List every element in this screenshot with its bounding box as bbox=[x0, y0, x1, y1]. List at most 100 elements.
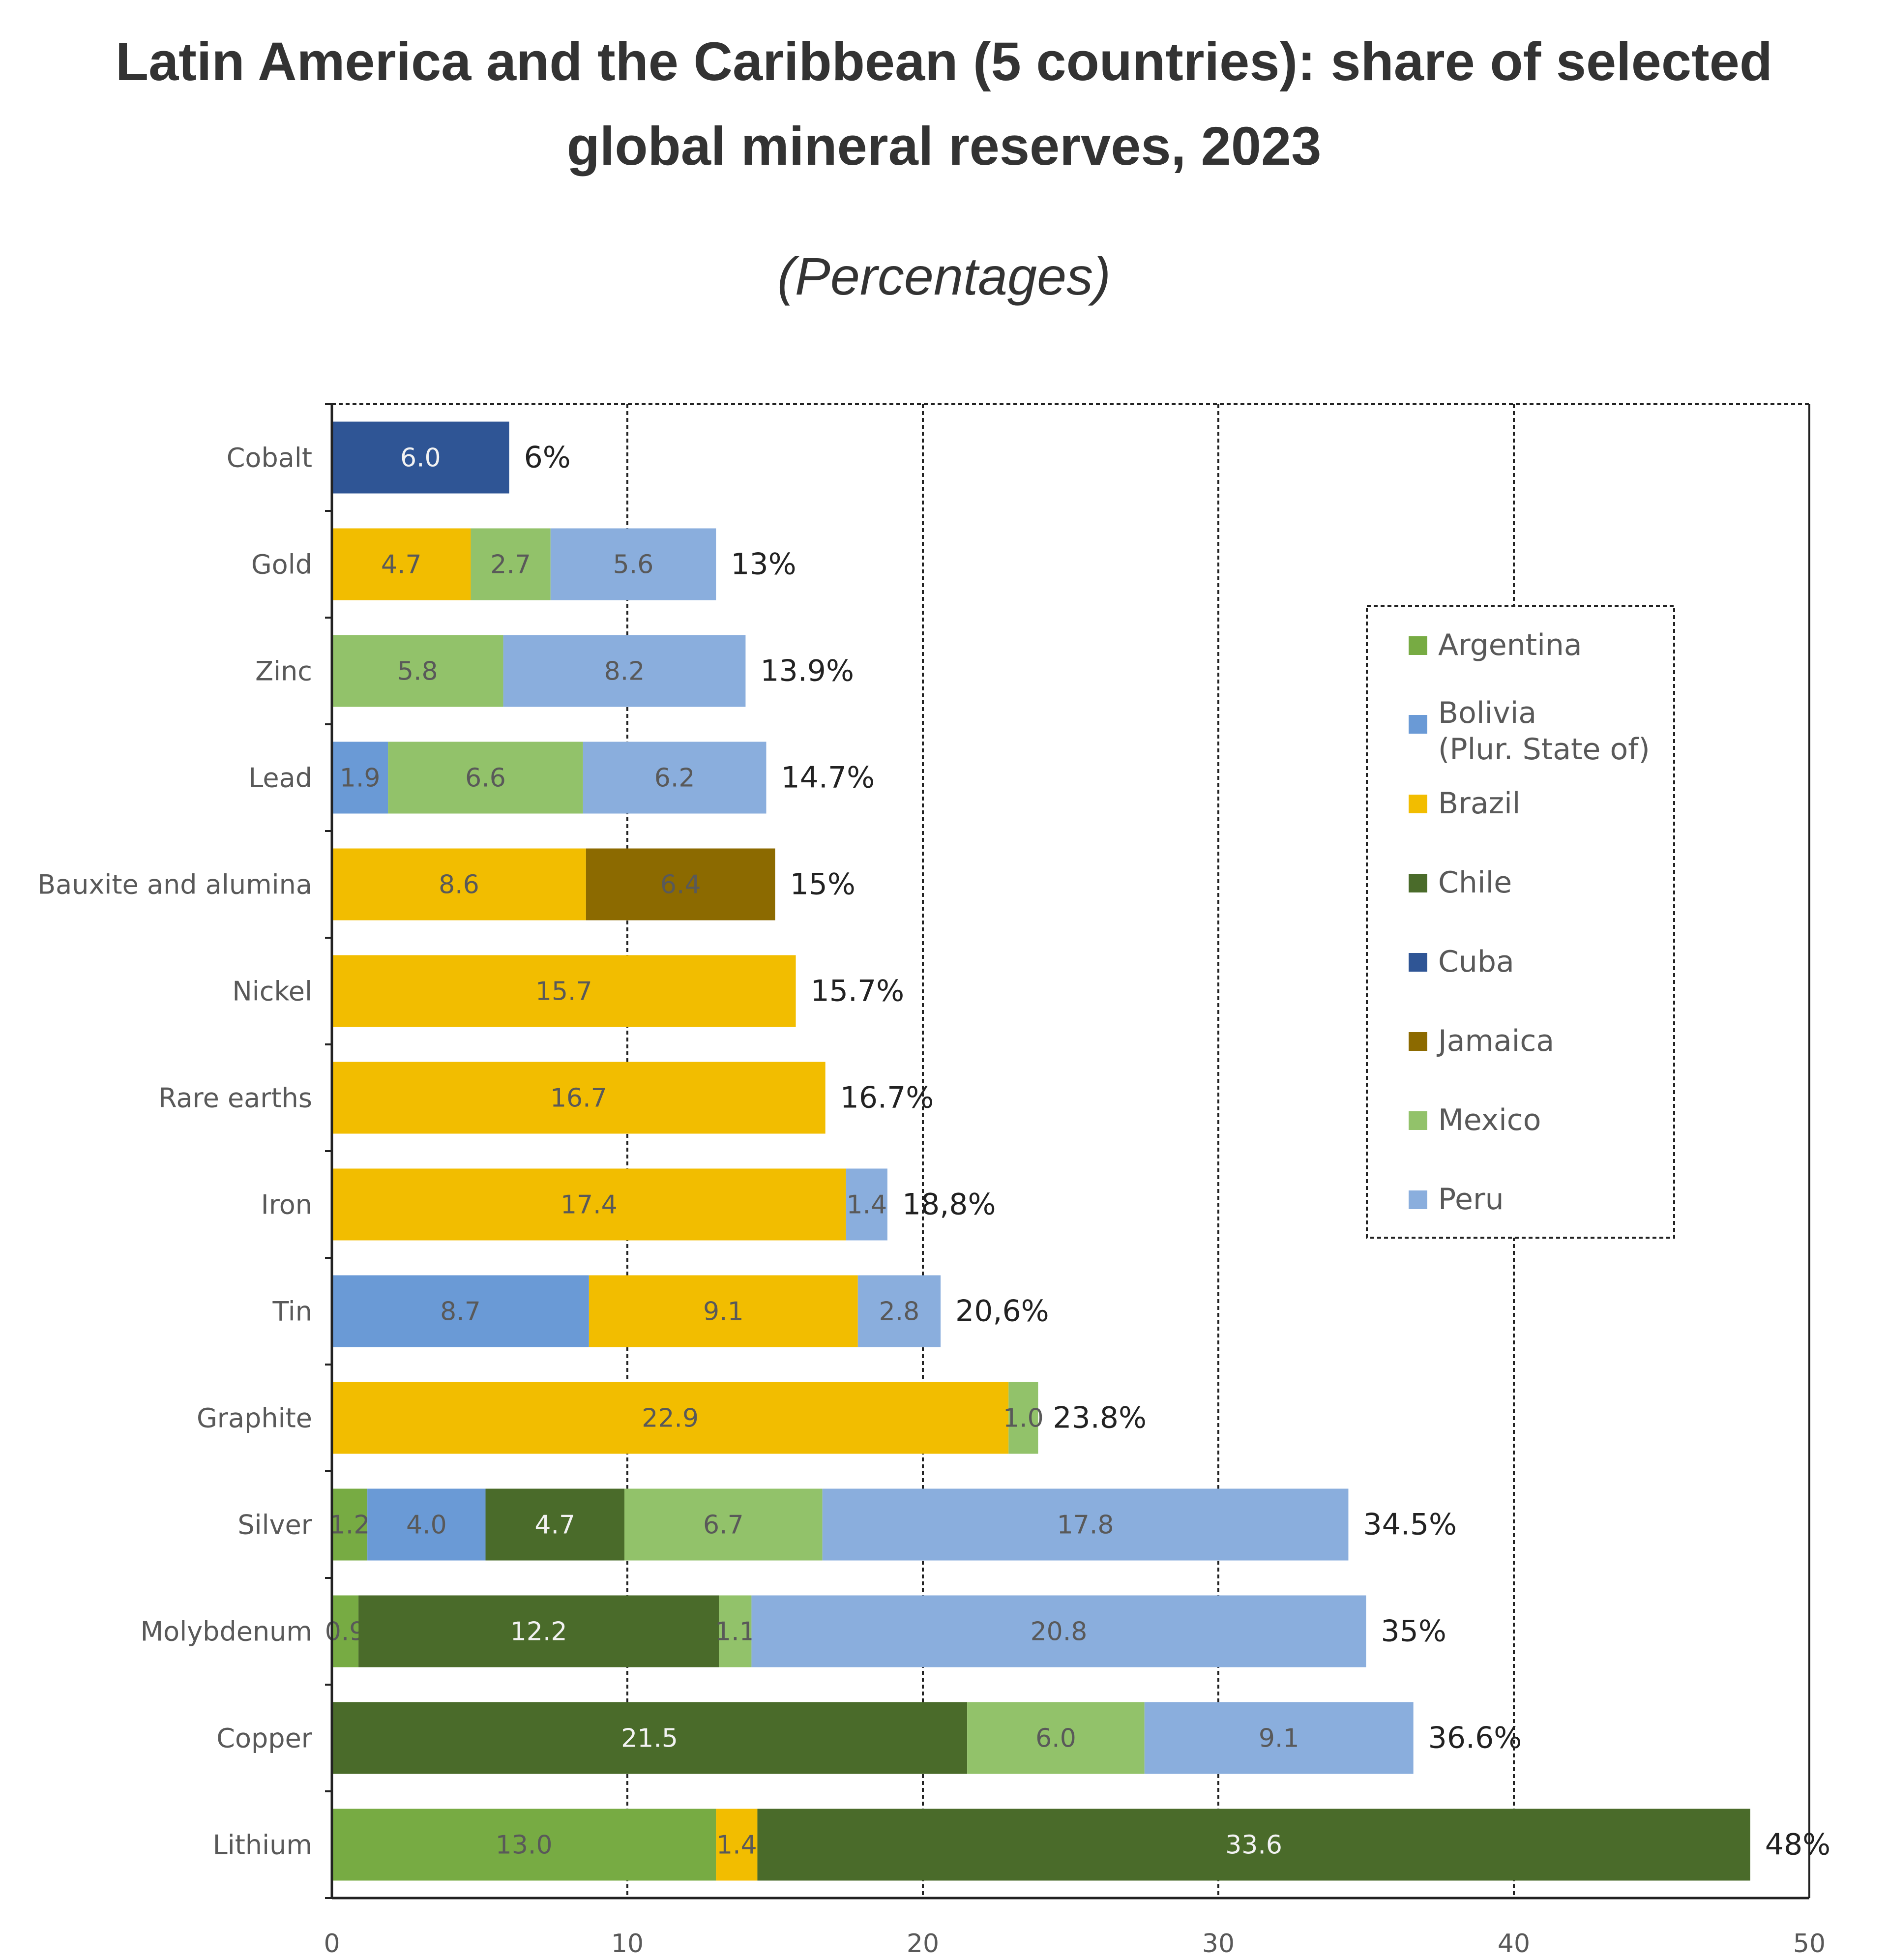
total-label: 18,8% bbox=[902, 1188, 996, 1222]
segment-value-label: 8.6 bbox=[439, 870, 479, 900]
category-label: Tin bbox=[272, 1296, 312, 1327]
segment-value-label: 1.4 bbox=[846, 1190, 887, 1220]
segment-value-label: 33.6 bbox=[1225, 1831, 1282, 1860]
segment-value-label: 1.4 bbox=[716, 1831, 757, 1860]
segment-value-label: 6.0 bbox=[1035, 1724, 1076, 1753]
category-label: Cobalt bbox=[227, 443, 312, 474]
bar-group: 1.9 6.6 6.2 14.7% bbox=[332, 742, 875, 814]
x-tick-label: 30 bbox=[1202, 1929, 1235, 1959]
segment-value-label: 8.2 bbox=[604, 657, 645, 686]
category-label: Silver bbox=[237, 1510, 312, 1541]
total-label: 23.8% bbox=[1053, 1401, 1147, 1435]
bar-segment bbox=[367, 1488, 486, 1561]
total-label: 20,6% bbox=[955, 1294, 1049, 1329]
bar-segment bbox=[332, 1168, 846, 1241]
segment-value-label: 2.7 bbox=[490, 550, 531, 580]
segment-value-label: 1.1 bbox=[715, 1617, 756, 1647]
segment-value-label: 17.8 bbox=[1057, 1511, 1114, 1540]
segment-value-label: 4.7 bbox=[534, 1511, 575, 1540]
bar-segment bbox=[716, 1809, 758, 1881]
bar-group: 21.5 6.0 9.1 36.6% bbox=[332, 1702, 1522, 1774]
total-label: 13% bbox=[731, 547, 796, 582]
segment-value-label: 2.8 bbox=[879, 1297, 920, 1327]
segment-value-label: 4.0 bbox=[406, 1511, 447, 1540]
bar-group: 4.7 2.7 5.6 13% bbox=[332, 528, 796, 600]
segment-value-label: 6.6 bbox=[465, 764, 506, 793]
legend-label-line: Bolivia bbox=[1438, 696, 1536, 730]
category-label: Gold bbox=[251, 549, 312, 580]
bar-segment bbox=[332, 1488, 368, 1561]
category-label: Nickel bbox=[232, 976, 312, 1007]
category-label: Graphite bbox=[197, 1403, 312, 1434]
segment-value-label: 9.1 bbox=[1259, 1724, 1299, 1753]
bar-segment bbox=[624, 1488, 823, 1561]
segment-value-label: 1.9 bbox=[340, 764, 381, 793]
x-tick-label: 0 bbox=[324, 1929, 340, 1959]
chart-subtitle: (Percentages) bbox=[777, 246, 1111, 306]
bar-group: 0.9 12.2 1.1 20.8 35% bbox=[325, 1595, 1446, 1667]
bar-group: 8.6 6.4 15% bbox=[332, 848, 856, 921]
total-label: 14.7% bbox=[781, 761, 875, 795]
segment-value-label: 5.8 bbox=[397, 657, 438, 686]
bar-segment bbox=[332, 635, 503, 707]
bar-segment bbox=[332, 848, 586, 921]
bar-segment bbox=[719, 1595, 752, 1667]
segment-value-label: 20.8 bbox=[1031, 1617, 1088, 1647]
bar-segment bbox=[757, 1809, 1750, 1881]
bar-segment bbox=[1008, 1382, 1038, 1454]
bar-group: 16.7 16.7% bbox=[332, 1062, 934, 1134]
bar-segment bbox=[332, 1809, 716, 1881]
legend-swatch bbox=[1409, 795, 1427, 813]
bar-segment bbox=[358, 1595, 719, 1667]
total-label: 16.7% bbox=[840, 1081, 934, 1115]
bar-segment bbox=[751, 1595, 1366, 1667]
segment-value-label: 1.2 bbox=[329, 1511, 370, 1540]
x-tick-label: 20 bbox=[907, 1929, 939, 1959]
segment-value-label: 9.1 bbox=[703, 1297, 744, 1327]
legend-label: Mexico bbox=[1438, 1103, 1541, 1137]
bar-segment bbox=[846, 1168, 887, 1241]
bar-segment bbox=[332, 1275, 589, 1347]
segment-value-label: 22.9 bbox=[642, 1404, 699, 1433]
x-tick-label: 10 bbox=[611, 1929, 644, 1959]
total-label: 15.7% bbox=[811, 974, 905, 1009]
total-label: 15% bbox=[790, 867, 856, 902]
bar-segment bbox=[332, 1382, 1009, 1454]
legend-swatch bbox=[1409, 1190, 1427, 1209]
segment-value-label: 21.5 bbox=[621, 1724, 678, 1753]
segment-value-label: 8.7 bbox=[440, 1297, 481, 1327]
bar-group: 17.4 1.4 18,8% bbox=[332, 1168, 996, 1241]
bar-segment bbox=[967, 1702, 1145, 1774]
bar-segment bbox=[471, 528, 551, 600]
bar-group: 5.8 8.2 13.9% bbox=[332, 635, 854, 707]
category-label: Molybdenum bbox=[141, 1616, 312, 1647]
bar-segment bbox=[857, 1275, 941, 1347]
bars: 6.0 6% 4.7 2.7 5.6 13% 5.8 8.2 13.9% 1.9 6.6 6.2 14.… bbox=[325, 421, 1830, 1881]
bar-segment bbox=[332, 1702, 968, 1774]
bar-segment bbox=[503, 635, 746, 707]
bar-segment bbox=[332, 955, 796, 1027]
bar-group: 13.0 1.4 33.6 48% bbox=[332, 1809, 1830, 1881]
category-label: Zinc bbox=[255, 656, 312, 687]
legend-label: Argentina bbox=[1438, 628, 1582, 662]
category-label: Lithium bbox=[213, 1830, 312, 1861]
legend-swatch bbox=[1409, 715, 1427, 734]
total-label: 35% bbox=[1381, 1614, 1446, 1649]
bar-group: 15.7 15.7% bbox=[332, 955, 904, 1027]
legend-label: Peru bbox=[1438, 1182, 1504, 1217]
legend-label: Chile bbox=[1438, 865, 1512, 900]
legend-box bbox=[1366, 605, 1675, 1239]
legend-swatch bbox=[1409, 1111, 1427, 1130]
bar-segment bbox=[589, 1275, 858, 1347]
segment-value-label: 4.7 bbox=[381, 550, 422, 580]
category-label: Iron bbox=[261, 1189, 312, 1220]
legend-swatch bbox=[1409, 1032, 1427, 1051]
bar-segment bbox=[583, 742, 767, 814]
segment-value-label: 12.2 bbox=[510, 1617, 567, 1647]
legend-swatch bbox=[1409, 874, 1427, 892]
axes: 0 10 20 30 40 50 Cobalt Gold Zinc Lead Bauxite and… bbox=[37, 403, 1826, 1959]
segment-value-label: 1.0 bbox=[1003, 1404, 1044, 1433]
segment-value-label: 6.2 bbox=[654, 764, 695, 793]
bar-segment bbox=[822, 1488, 1349, 1561]
